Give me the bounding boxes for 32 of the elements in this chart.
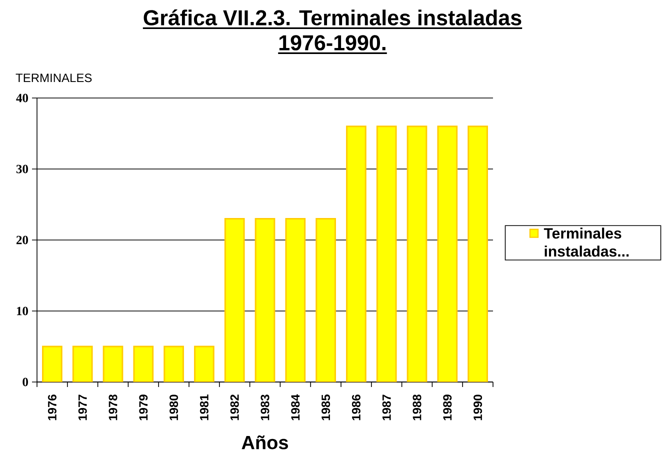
x-tick-label: 1986 xyxy=(352,394,360,420)
x-tick-label: 1989 xyxy=(443,394,452,420)
bar xyxy=(468,126,488,382)
bar xyxy=(346,126,366,382)
x-tick-label: 1979 xyxy=(139,394,148,420)
bar xyxy=(438,126,457,382)
x-tick-label: 1982 xyxy=(230,394,239,420)
y-tick-label: 20 xyxy=(16,236,28,244)
x-tick-label: 1985 xyxy=(322,394,330,420)
x-tick-label: 1990 xyxy=(474,394,482,420)
chart-title: Gráfica VII.2.3. Terminales instaladas 1976-1990. xyxy=(144,9,522,50)
y-tick-label: 40 xyxy=(16,94,28,102)
y-tick-label: 10 xyxy=(16,306,28,316)
y-tick-label: 30 xyxy=(16,164,28,174)
x-tick-label: 1980 xyxy=(170,394,178,420)
legend-label: Terminales instaladas... xyxy=(544,228,629,257)
x-tick-label: 1987 xyxy=(382,394,391,420)
bar xyxy=(377,126,396,382)
x-tick-label: 1981 xyxy=(200,394,208,420)
x-tick-label: 1978 xyxy=(108,394,118,420)
x-tick-label: 1976 xyxy=(48,394,56,420)
y-tick-label: 0 xyxy=(22,378,28,386)
bar xyxy=(286,218,305,382)
bar xyxy=(408,126,426,382)
x-tick-label: 1988 xyxy=(412,394,422,420)
x-tick-label: 1984 xyxy=(291,394,300,420)
bar xyxy=(225,218,244,382)
bar xyxy=(316,218,336,382)
x-tick-label: 1977 xyxy=(78,394,87,420)
x-axis-title: Años xyxy=(242,435,288,450)
x-tick-label: 1983 xyxy=(260,394,270,420)
y-axis-title: TERMINALES xyxy=(16,74,92,82)
